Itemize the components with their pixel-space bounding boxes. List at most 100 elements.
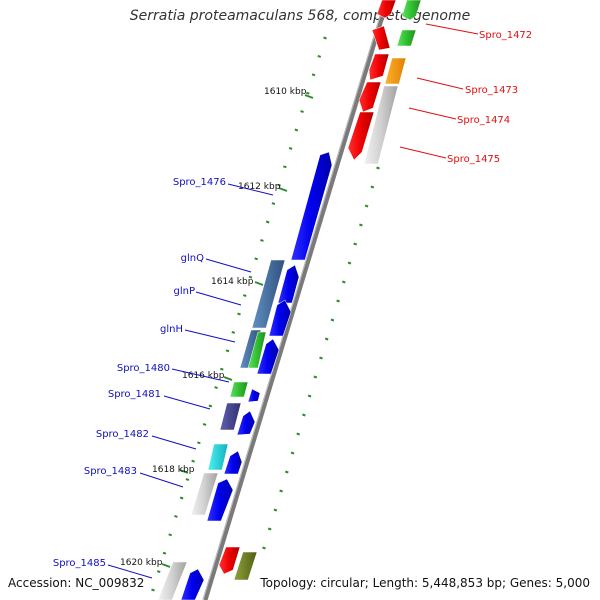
- leader-spro-1475: [399, 146, 447, 159]
- gene-spro-1485: [157, 561, 188, 600]
- label-spro-1482: Spro_1482: [96, 429, 149, 440]
- label-spro-1475: Spro_1475: [447, 154, 500, 165]
- minor-tick: [208, 404, 213, 408]
- minor-tick: [317, 54, 322, 58]
- minor-tick: [336, 299, 340, 303]
- gene-orange: [384, 57, 407, 85]
- minor-tick: [174, 514, 178, 518]
- label-spro-1480: Spro_1480: [117, 363, 170, 374]
- minor-tick: [231, 330, 236, 334]
- leader-spro-1472: [425, 23, 479, 35]
- minor-tick: [277, 183, 281, 187]
- minor-tick: [311, 73, 316, 77]
- gene-spro-1483-b: [206, 478, 234, 522]
- left-strand-features: [157, 151, 333, 600]
- minor-tick: [283, 165, 287, 169]
- minor-tick: [260, 238, 264, 242]
- label-glnh: glnH: [160, 324, 183, 335]
- gene-spro-1480: [229, 381, 249, 398]
- gene-spro-1482: [207, 443, 229, 471]
- minor-tick: [319, 356, 323, 360]
- minor-tick: [359, 223, 363, 227]
- gene-glnh: [256, 338, 280, 375]
- label-spro-1481: Spro_1481: [108, 389, 161, 400]
- gene-red-3: [368, 53, 390, 81]
- label-glnq: glnQ: [181, 253, 204, 264]
- minor-tick: [370, 185, 375, 189]
- label-glnp: glnP: [174, 286, 196, 297]
- gene-grey: [363, 85, 399, 165]
- gene-glnq-steel: [251, 259, 286, 329]
- gene-spro-1480-b: [247, 388, 261, 403]
- minor-tick: [179, 496, 184, 500]
- minor-tick: [248, 275, 253, 279]
- label-spro-1472: Spro_1472: [479, 30, 532, 41]
- minor-tick: [294, 128, 299, 132]
- minor-tick: [290, 451, 295, 455]
- gene-green-top: [401, 0, 422, 21]
- label-spro-1473: Spro_1473: [465, 85, 518, 96]
- scale-label: 1620 kbp: [120, 558, 163, 568]
- minor-tick: [267, 527, 272, 531]
- gene-spro-1485-b: [180, 568, 205, 600]
- leader-spro-1480: [171, 368, 230, 383]
- gene-spro-1476: [290, 151, 333, 261]
- leader-spro-1485: [107, 564, 153, 579]
- accession: Accession: NC_009832: [8, 576, 145, 590]
- minor-tick: [151, 588, 155, 592]
- scale-label: 1618 kbp: [152, 465, 195, 475]
- genome-summary: Topology: circular; Length: 5,448,853 bp…: [260, 576, 590, 590]
- leader-spro-1474: [408, 107, 457, 120]
- minor-tick: [262, 546, 266, 550]
- minor-tick: [376, 166, 380, 170]
- minor-tick: [225, 349, 230, 353]
- scale-label: 1614 kbp: [211, 277, 254, 287]
- leader-spro-1476: [227, 183, 274, 196]
- minor-tick: [214, 386, 218, 390]
- gene-spro-1481-b: [236, 410, 256, 436]
- gene-spro-1481: [219, 402, 242, 431]
- scale-tick: [161, 563, 171, 568]
- minor-tick: [284, 470, 289, 474]
- minor-tick: [237, 312, 241, 316]
- minor-tick: [254, 257, 259, 261]
- minor-tick: [353, 242, 358, 246]
- scale-tick: [304, 94, 314, 99]
- label-spro-1485: Spro_1485: [53, 558, 106, 569]
- gene-spro-1483: [190, 472, 219, 516]
- left-leaders: [107, 183, 274, 579]
- scale-tick: [254, 281, 264, 286]
- genome-backbone-highlight: [202, 0, 386, 600]
- tick-track-right: [262, 166, 380, 550]
- label-spro-1483: Spro_1483: [84, 466, 137, 477]
- gene-spro-1482-b: [223, 450, 243, 475]
- genome-backbone: [202, 0, 390, 600]
- leader-glnq: [205, 258, 252, 273]
- gene-red-right: [218, 546, 241, 575]
- scale-tick: [278, 187, 288, 192]
- minor-tick: [191, 459, 195, 463]
- scale-tick: [179, 469, 189, 474]
- tick-track-left: [151, 36, 327, 592]
- gene-spro-1472-top: [376, 0, 397, 19]
- minor-tick: [313, 375, 318, 379]
- leader-glnh: [184, 329, 236, 343]
- minor-tick: [300, 110, 304, 114]
- scale-tick: [223, 376, 233, 381]
- leader-spro-1483: [139, 472, 184, 488]
- minor-tick: [288, 146, 293, 150]
- leader-spro-1473: [416, 77, 464, 90]
- leader-spro-1482: [151, 435, 197, 450]
- gene-green-2: [396, 29, 417, 47]
- minor-tick: [324, 337, 329, 341]
- minor-tick: [279, 489, 283, 493]
- minor-tick: [296, 432, 301, 436]
- gene-red-2: [371, 25, 391, 51]
- minor-tick: [305, 91, 310, 95]
- minor-tick: [185, 478, 190, 482]
- label-spro-1476: Spro_1476: [173, 177, 226, 188]
- minor-tick: [162, 551, 167, 555]
- minor-tick: [265, 220, 270, 224]
- minor-tick: [302, 413, 306, 417]
- gene-glnh-green: [247, 331, 267, 369]
